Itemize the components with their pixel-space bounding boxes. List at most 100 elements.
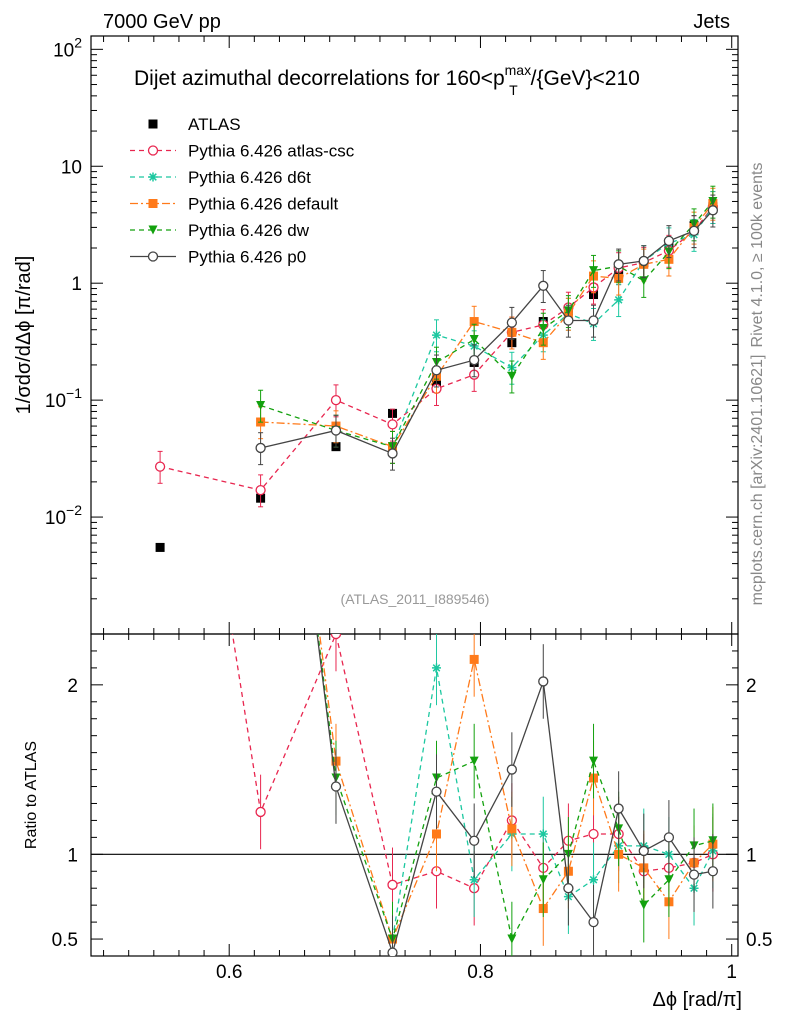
ratio-data-point	[538, 829, 548, 839]
ratio-tick-label-right: 2	[746, 676, 757, 697]
mcplots-label: mcplots.cern.ch [arXiv:2401.10621]	[749, 355, 766, 606]
ratio-data-point	[639, 900, 649, 910]
ratio-data-point	[589, 875, 599, 885]
ratio-data-point	[330, 634, 342, 640]
ratio-data-point	[663, 832, 675, 843]
ratio-data-point	[507, 934, 517, 944]
legend-marker	[148, 199, 158, 208]
ratio-data-point	[469, 756, 479, 766]
legend-label: ATLAS	[188, 115, 241, 134]
legend-label: Pythia 6.426 dw	[188, 221, 310, 240]
ratio-series-line	[391, 667, 714, 940]
ratio-data-point	[431, 786, 442, 797]
ratio-data-point	[688, 869, 700, 880]
ratio-data-point	[707, 866, 719, 877]
ratio-data-point	[588, 916, 599, 928]
data-point	[639, 276, 649, 286]
ratio-data-point	[613, 803, 624, 814]
data-point	[154, 461, 166, 472]
data-point	[155, 542, 165, 552]
data-point	[431, 330, 441, 340]
data-point	[469, 334, 479, 344]
ratio-plot-frame	[90, 633, 739, 957]
ratio-tick-label-right: 0.5	[746, 930, 772, 951]
chart-title-sup: max	[505, 62, 531, 78]
ratio-data-point	[387, 879, 398, 890]
ratio-data-point	[387, 947, 398, 956]
ratio-data-point	[469, 654, 479, 664]
ratio-data-point	[431, 663, 441, 673]
data-point	[431, 365, 442, 376]
chart-title-tail: /{GeV}<210	[531, 67, 640, 90]
data-point	[538, 280, 549, 291]
data-point	[469, 317, 479, 327]
legend-label: Pythia 6.426 d6t	[188, 168, 311, 187]
ratio-tick-label: 2	[67, 676, 78, 697]
data-point	[387, 419, 398, 430]
header-left: 7000 GeV pp	[103, 11, 221, 33]
ratio-data-point	[469, 835, 480, 846]
y-tick-label: 1	[71, 274, 82, 295]
x-axis-label: Δϕ [rad/π]	[653, 989, 743, 1011]
data-point	[688, 225, 700, 237]
data-point	[255, 484, 266, 496]
ratio-data-point	[469, 875, 479, 885]
series-3	[256, 187, 718, 464]
x-tick-label: 0.8	[467, 962, 493, 983]
series-5	[255, 194, 719, 471]
ratio-y-axis-label: Ratio to ATLAS	[23, 741, 40, 849]
data-point	[663, 235, 675, 247]
legend-label: Pythia 6.426 default	[188, 195, 339, 214]
x-tick-label: 1	[726, 962, 737, 983]
chart-title-main: Dijet azimuthal decorrelations for 160<p	[134, 67, 505, 90]
ratio-series-line	[316, 634, 713, 955]
data-point	[589, 266, 599, 276]
y-tick-label: 10−2	[45, 502, 82, 529]
data-point	[256, 400, 266, 410]
ratio-data-point	[563, 883, 574, 894]
ratio-data-point	[330, 781, 342, 792]
ratio-series-line	[318, 634, 714, 941]
chart-title-sub: T	[509, 82, 518, 98]
legend-marker	[147, 251, 159, 262]
data-point	[638, 255, 649, 267]
data-point	[469, 354, 480, 366]
ratio-data-point	[589, 756, 599, 766]
analysis-id: (ATLAS_2011_I889546)	[341, 591, 490, 607]
y-tick-label: 102	[53, 34, 82, 61]
ratio-tick-label: 1	[67, 845, 78, 866]
data-point	[506, 317, 518, 328]
legend-marker	[148, 172, 158, 182]
legend-label: Pythia 6.426 atlas-csc	[188, 142, 355, 161]
legend-marker	[147, 145, 159, 156]
series-line	[159, 206, 714, 491]
y-tick-label: 10	[61, 157, 82, 178]
ratio-tick-label-right: 1	[746, 845, 757, 866]
ratio-series-1	[388, 634, 718, 956]
ratio-data-point	[255, 806, 266, 818]
series-line	[260, 209, 714, 455]
series-2	[388, 191, 718, 464]
legend-marker	[148, 225, 158, 235]
ratio-tick-label: 0.5	[52, 930, 78, 951]
legend-marker	[148, 119, 158, 129]
data-point	[613, 259, 624, 270]
data-point	[614, 295, 624, 305]
y-tick-label: 10−1	[45, 385, 82, 412]
chart-title: Dijet azimuthal decorrelations for 160<p…	[134, 62, 640, 98]
ratio-data-point	[638, 845, 649, 857]
ratio-data-point	[538, 875, 548, 885]
ratio-data-point	[431, 829, 441, 839]
ratio-data-point	[664, 875, 674, 885]
data-point	[588, 315, 599, 326]
ratio-data-point	[588, 828, 599, 840]
data-point	[387, 448, 398, 459]
y-axis-label: 1/σdσ/dΔϕ [π/rad]	[13, 256, 35, 415]
data-point	[255, 442, 266, 454]
series-line	[260, 201, 714, 448]
x-tick-label: 0.6	[216, 962, 242, 983]
series-4	[256, 185, 718, 464]
series-line	[260, 203, 714, 448]
data-point	[507, 371, 517, 381]
